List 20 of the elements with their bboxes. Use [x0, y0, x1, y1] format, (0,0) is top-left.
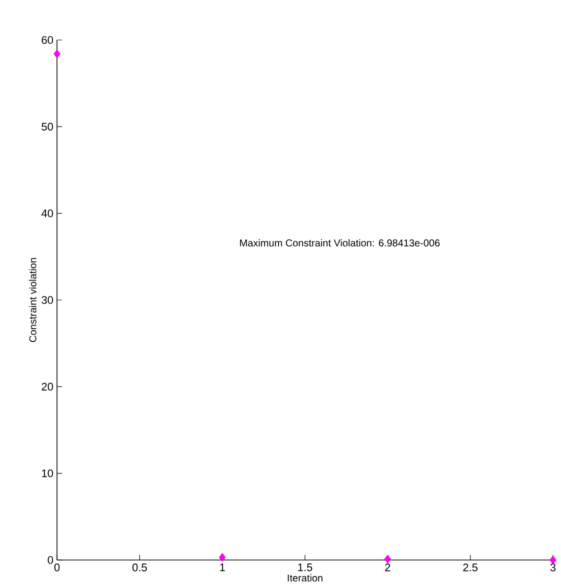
annotation: Maximum Constraint Violation: 6.98413e-006 [240, 239, 440, 246]
y-tick-label: 50 [42, 122, 54, 131]
y-tick-label: 20 [42, 382, 54, 391]
x-tick-label: 3 [550, 564, 556, 572]
x-tick-label: 2.5 [463, 564, 478, 572]
y-tick-label: 40 [41, 209, 54, 218]
x-axis-title: Iteration [288, 574, 322, 582]
y-tick-label: 0 [48, 556, 54, 564]
x-tick-label: 0 [54, 564, 60, 572]
y-tick-label: 30 [42, 296, 54, 304]
x-tick-label: 0.5 [132, 564, 147, 572]
point [218, 552, 226, 562]
point [54, 49, 60, 58]
point [384, 554, 392, 564]
x-tick-label: 1.5 [298, 564, 312, 572]
y-axis-title: Constraint violation [29, 258, 36, 342]
x-tick-label: 2 [385, 564, 390, 572]
y-tick-label: 60 [42, 36, 54, 44]
y-tick-label: 10 [42, 469, 54, 478]
x-tick-label: 1 [220, 564, 225, 572]
